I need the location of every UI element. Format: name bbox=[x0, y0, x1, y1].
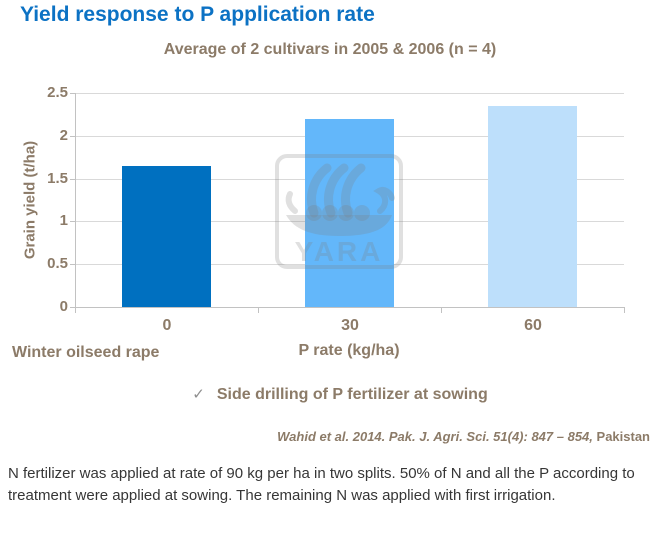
x-axis-label: P rate (kg/ha) bbox=[298, 342, 400, 359]
y-axis-tick bbox=[70, 136, 75, 137]
ship-stern-icon bbox=[285, 191, 298, 214]
x-axis-line bbox=[75, 307, 625, 308]
y-axis-tick bbox=[70, 93, 75, 94]
x-category-label: 60 bbox=[524, 317, 542, 334]
citation: Wahid et al. 2014. Pak. J. Agri. Sci. 51… bbox=[277, 429, 650, 444]
y-axis-line bbox=[75, 93, 76, 307]
y-axis-tick bbox=[70, 221, 75, 222]
x-axis-tick bbox=[441, 308, 442, 313]
y-axis-tick bbox=[70, 264, 75, 265]
x-category-label: 30 bbox=[341, 317, 359, 334]
bar-0 bbox=[122, 166, 211, 307]
y-tick-label: 1 bbox=[59, 212, 68, 229]
y-gridline bbox=[75, 93, 624, 94]
x-axis-tick bbox=[75, 308, 76, 313]
checkmark-icon: ✓ bbox=[192, 386, 205, 403]
check-note: ✓ Side drilling of P fertilizer at sowing bbox=[10, 385, 660, 404]
bar-30 bbox=[305, 119, 394, 307]
crop-label: Winter oilseed rape bbox=[12, 344, 160, 361]
x-axis-tick bbox=[258, 308, 259, 313]
y-tick-label: 2 bbox=[59, 127, 68, 144]
x-axis-tick bbox=[624, 308, 625, 313]
y-axis-tick bbox=[70, 179, 75, 180]
page-title: Yield response to P application rate bbox=[20, 3, 375, 26]
y-axis-tick bbox=[70, 307, 75, 308]
y-tick-label: 0 bbox=[59, 298, 68, 315]
y-axis-label: Grain yield (t/ha) bbox=[21, 140, 39, 260]
footer-note: N fertilizer was applied at rate of 90 k… bbox=[8, 465, 635, 504]
citation-country: Pakistan bbox=[592, 429, 650, 444]
bar-60 bbox=[488, 106, 577, 307]
citation-italic: Wahid et al. 2014. Pak. J. Agri. Sci. 51… bbox=[277, 429, 593, 444]
y-tick-label: 0.5 bbox=[47, 255, 68, 272]
y-tick-label: 1.5 bbox=[47, 170, 68, 187]
x-category-label: 0 bbox=[162, 317, 172, 334]
y-tick-label: 2.5 bbox=[47, 84, 68, 101]
chart-title: Average of 2 cultivars in 2005 & 2006 (n… bbox=[163, 41, 497, 58]
check-note-text: Side drilling of P fertilizer at sowing bbox=[216, 386, 488, 403]
